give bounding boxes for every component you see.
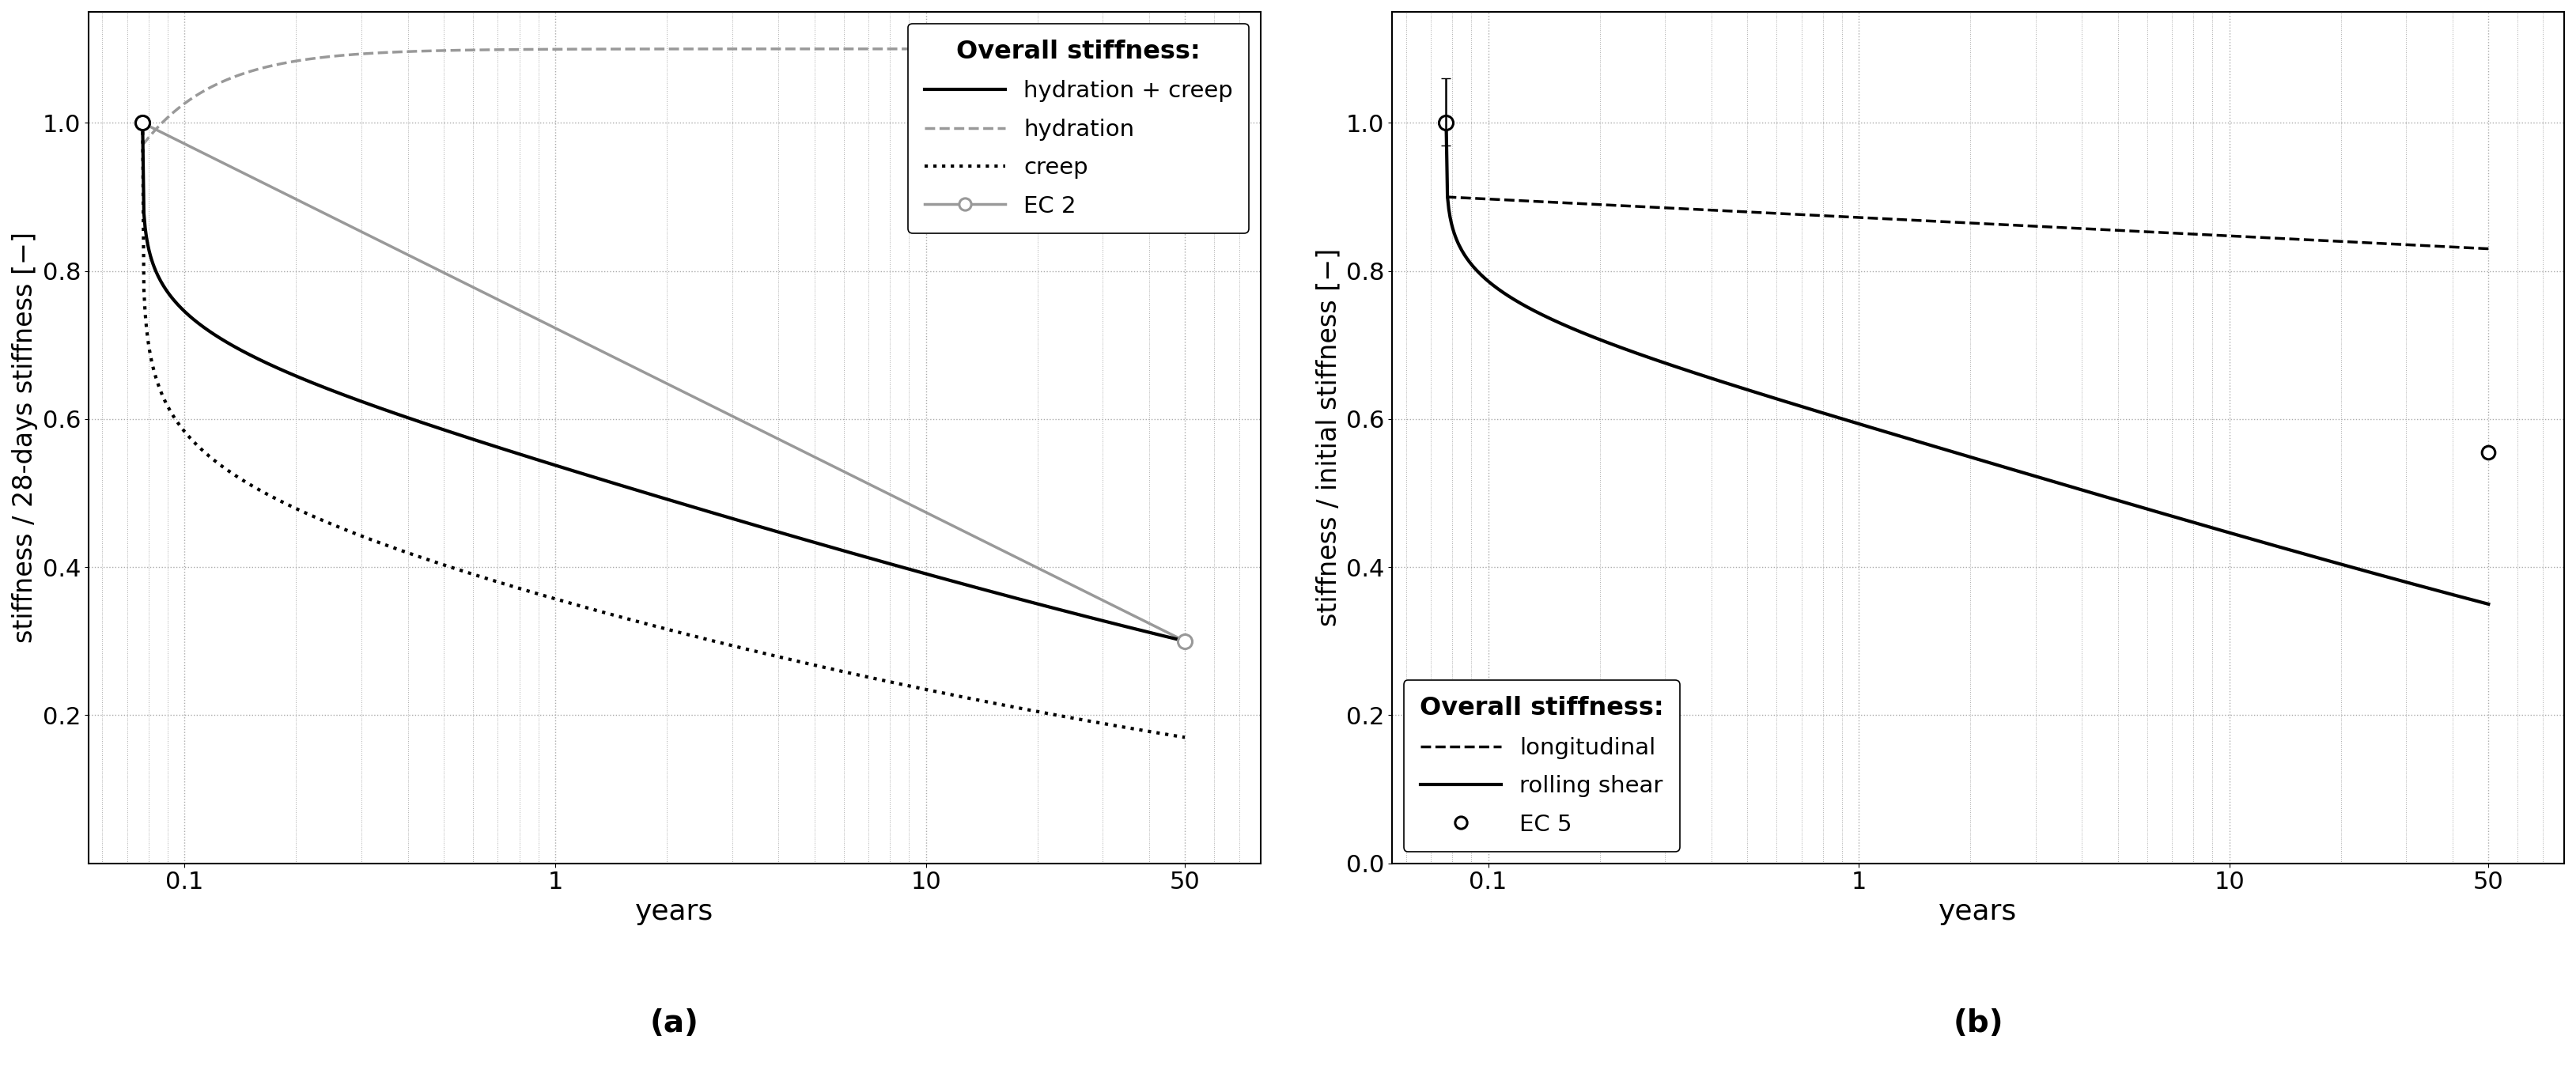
X-axis label: years: years xyxy=(636,899,714,925)
Text: (b): (b) xyxy=(1953,1008,2004,1038)
Legend: hydration + creep, hydration, creep, EC 2: hydration + creep, hydration, creep, EC … xyxy=(909,23,1249,233)
Y-axis label: stiffness / 28-days stiffness [−]: stiffness / 28-days stiffness [−] xyxy=(13,232,39,643)
Legend: longitudinal, rolling shear, EC 5: longitudinal, rolling shear, EC 5 xyxy=(1404,680,1680,852)
Y-axis label: stiffness / initial stiffness [−]: stiffness / initial stiffness [−] xyxy=(1316,248,1342,627)
X-axis label: years: years xyxy=(1940,899,2017,925)
Text: (a): (a) xyxy=(649,1008,698,1038)
